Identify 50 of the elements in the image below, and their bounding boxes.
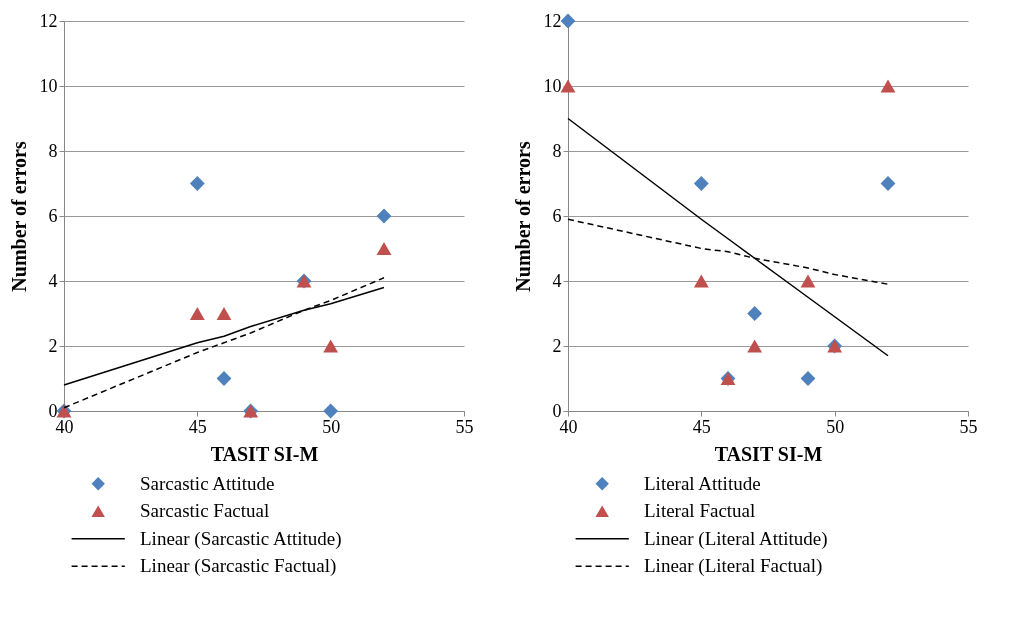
y-tick-label: 10: [543, 75, 562, 96]
y-tick-label: 0: [48, 400, 58, 421]
line-series: [567, 117, 889, 357]
legend-label: Literal Attitude: [644, 472, 761, 494]
point: [189, 176, 205, 191]
point: [323, 403, 339, 419]
point: [747, 339, 763, 353]
point: [747, 306, 763, 321]
point: [693, 274, 709, 288]
y-tick-label: 4: [48, 270, 58, 291]
y-tick-label: 12: [543, 10, 562, 31]
y-tick-label: 10: [39, 75, 58, 96]
x-tick-label: 50: [826, 416, 845, 437]
y-tick-label: 4: [552, 270, 562, 291]
x-axis-title: TASIT SI-M: [714, 442, 823, 465]
point: [376, 242, 392, 255]
y-tick-label: 2: [552, 335, 562, 356]
point: [376, 208, 392, 224]
point: [800, 274, 816, 288]
legend-label: Sarcastic Attitude: [140, 472, 275, 494]
x-axis-title: TASIT SI-M: [210, 442, 319, 465]
x-tick-label: 45: [188, 416, 207, 437]
x-tick-label: 45: [692, 416, 711, 437]
legend-label: Sarcastic Factual: [140, 500, 270, 522]
y-tick-label: 12: [39, 10, 58, 31]
y-tick-label: 6: [48, 205, 58, 226]
x-tick-label: 40: [559, 416, 578, 437]
legend-label: Literal Factual: [644, 500, 756, 522]
point: [560, 79, 576, 93]
legend-label: Linear (Sarcastic Attitude): [140, 527, 342, 550]
x-tick-label: 40: [55, 416, 74, 437]
legend-label: Linear (Literal Attitude): [644, 527, 828, 550]
y-tick-label: 0: [552, 400, 562, 421]
x-tick-label: 50: [322, 416, 341, 437]
legend-label: Linear (Literal Factual): [644, 555, 823, 578]
legend-label: Linear (Sarcastic Factual): [140, 555, 337, 578]
x-tick-label: 55: [455, 416, 474, 437]
y-tick-label: 6: [552, 205, 562, 226]
point: [880, 79, 896, 93]
y-axis-title: Number of errors: [511, 141, 534, 292]
x-tick-label: 55: [959, 416, 978, 437]
point: [323, 339, 339, 353]
y-tick-label: 8: [552, 140, 562, 161]
point: [189, 307, 205, 320]
point: [560, 13, 576, 29]
point: [216, 307, 232, 320]
y-axis-title: Number of errors: [7, 141, 30, 292]
point: [693, 176, 709, 191]
y-tick-label: 2: [48, 335, 58, 356]
y-tick-label: 8: [48, 140, 58, 161]
